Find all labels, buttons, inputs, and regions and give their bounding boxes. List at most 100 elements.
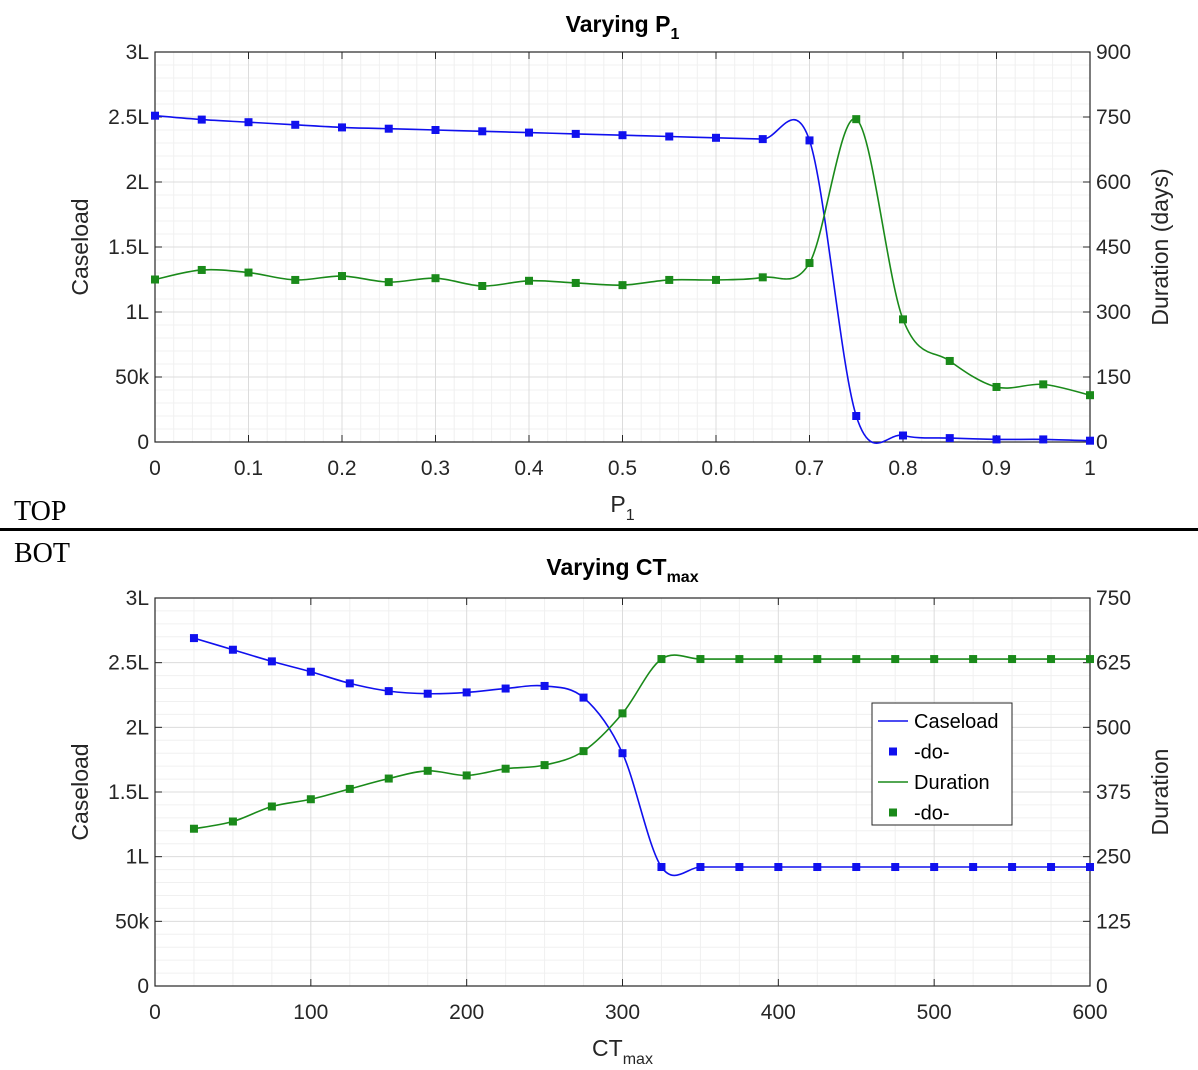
chart-0-y-tick-label-right: 750 <box>1096 106 1131 129</box>
chart-1-legend: Caseload -do- Duration -do- <box>871 702 1013 826</box>
chart-0-x-tick-label: 0.1 <box>234 457 263 480</box>
chart-0-series-caseload-marker <box>384 124 393 133</box>
chart-1-y-tick-label-left: 1L <box>126 846 149 869</box>
chart-1-series-caseload-marker <box>1086 863 1094 872</box>
chart-1-series-caseload-marker <box>618 749 627 758</box>
chart-1-series-duration-marker <box>345 784 354 793</box>
chart-0-series-caseload-marker <box>197 115 206 124</box>
chart-1-legend-marker-swatch <box>889 808 897 817</box>
chart-1-x-tick-label: 200 <box>449 1001 484 1024</box>
chart-1-series-caseload <box>189 634 1094 877</box>
chart-1-series-caseload-marker <box>1008 863 1017 872</box>
panel-tag-top: TOP <box>14 496 67 527</box>
chart-0-x-tick-label: 0.3 <box>421 457 450 480</box>
chart-1-y-tick-label-right: 625 <box>1096 652 1131 675</box>
chart-1-series-duration-marker <box>1086 655 1094 664</box>
chart-0-series-caseload-marker <box>852 412 861 420</box>
chart-1-series-duration-marker <box>501 764 510 773</box>
chart-0-title: Varying P1 <box>566 11 680 43</box>
chart-0-series-duration-marker <box>478 282 487 290</box>
chart-0-x-axis-label: P1 <box>610 491 634 524</box>
chart-1-series-duration-marker <box>930 655 939 664</box>
chart-0-series-duration-marker <box>945 356 954 365</box>
chart-1-series-duration-marker <box>384 774 393 783</box>
chart-0-series-caseload-marker <box>899 431 907 440</box>
chart-1-series-caseload-marker <box>267 657 276 666</box>
chart-0-series-duration-marker <box>1086 391 1094 400</box>
chart-0-series-duration-marker <box>525 276 533 285</box>
chart-0-series-duration-marker <box>899 315 907 324</box>
chart-0-x-tick-label: 0.7 <box>795 457 824 480</box>
chart-1-series-duration-marker <box>540 761 549 770</box>
chart-1-series-caseload-marker <box>657 863 666 872</box>
chart-1-y-tick-label-left: 3L <box>126 587 149 610</box>
chart-1-series-duration-marker <box>852 655 861 664</box>
chart-0-series-duration-line <box>154 118 1091 396</box>
chart-1-x-axis-label: CTmax <box>592 1035 653 1068</box>
chart-1-series-caseload-marker <box>306 667 315 676</box>
chart-0-x-tick-label: 1 <box>1084 457 1096 480</box>
chart-1-legend-box <box>871 702 1013 826</box>
chart-0-series-caseload-marker <box>151 111 159 120</box>
chart-0-series-duration-marker <box>244 268 253 277</box>
chart-0-y-tick-label-left: 2L <box>126 171 149 194</box>
chart-0-y-tick-label-left: 3L <box>126 41 149 64</box>
chart-1-x-tick-label: 600 <box>1072 1001 1107 1024</box>
chart-0-series-caseload-marker <box>525 128 533 137</box>
chart-1-series-duration-marker <box>579 747 588 756</box>
chart-0-series-duration-marker <box>712 275 720 284</box>
chart-0-series-caseload-marker <box>618 131 627 140</box>
chart-1-series-duration-marker <box>969 655 978 664</box>
chart-1-series-duration-marker <box>774 655 783 664</box>
chart-0-y-tick-label-right: 150 <box>1096 366 1131 389</box>
chart-1-y-tick-label-right: 125 <box>1096 910 1131 933</box>
chart-0-x-tick-label: 0.8 <box>888 457 917 480</box>
chart-1-series-caseload-marker <box>423 689 432 698</box>
chart-0-x-tick-label: 0.6 <box>701 457 730 480</box>
chart-0-y-tick-label-left: 1L <box>126 301 149 324</box>
chart-1: 0 100 200 300 400 500 600 0 50k 1L 1.5L 2L 2.5L 3L 0 12… <box>67 554 1173 1068</box>
chart-0-series-duration-marker <box>1039 380 1048 389</box>
chart-1-legend-label: -do- <box>914 742 950 764</box>
chart-0-series-duration-marker <box>992 382 1001 391</box>
chart-1-title-main: Varying CT <box>546 554 666 580</box>
chart-1-y-tick-label-right: 500 <box>1096 716 1131 739</box>
chart-0-y-tick-label-right: 600 <box>1096 171 1131 194</box>
chart-0-series-duration-marker <box>571 278 580 287</box>
chart-1-series-duration-marker <box>306 795 315 804</box>
chart-0-title-subscript: 1 <box>670 26 679 43</box>
chart-1-series-caseload-marker <box>228 645 237 654</box>
chart-0-series-duration-marker <box>618 281 627 290</box>
chart-1-series-caseload-marker <box>189 634 198 643</box>
chart-0-series-caseload-marker <box>244 118 253 127</box>
chart-0-title-main: Varying P <box>566 11 671 37</box>
panel-tag-bottom: BOT <box>14 538 70 569</box>
chart-0-series-duration-marker <box>665 275 674 284</box>
chart-1-series-duration-marker <box>228 817 237 826</box>
chart-0-y-axis-label-right: Duration (days) <box>1147 168 1173 325</box>
chart-0-series-caseload-marker <box>1039 435 1048 444</box>
panel-divider <box>0 528 1198 531</box>
chart-0-y-tick-label-left: 2.5L <box>108 106 149 129</box>
chart-1-series-caseload-marker <box>735 863 744 872</box>
chart-0-y-tick-label-right: 0 <box>1096 431 1108 454</box>
chart-0-x-axis-label-main: P <box>610 491 625 517</box>
chart-0-series-caseload-marker <box>712 133 720 142</box>
chart-0-x-tick-label: 0.5 <box>608 457 637 480</box>
chart-1-series-caseload-marker <box>813 863 822 872</box>
chart-1-series-duration-marker <box>618 709 627 718</box>
chart-0-series-duration-marker <box>338 272 346 281</box>
chart-0-series-duration-marker <box>758 273 767 282</box>
chart-0-series-caseload-marker <box>1086 436 1094 445</box>
chart-1-x-axis-label-main: CT <box>592 1035 623 1061</box>
chart-0-series-duration-marker <box>197 265 206 274</box>
chart-0-series-caseload-marker <box>431 126 440 134</box>
chart-1-series-caseload-marker <box>891 863 900 872</box>
chart-0-series-caseload-marker <box>992 435 1001 444</box>
chart-1-y-tick-label-left: 1.5L <box>108 781 149 804</box>
chart-1-x-tick-label: 300 <box>605 1001 640 1024</box>
chart-1-x-tick-label: 0 <box>149 1001 161 1024</box>
chart-1-x-axis-label-subscript: max <box>623 1051 653 1068</box>
chart-0-series-caseload-marker <box>338 123 346 132</box>
chart-1-series-duration-marker <box>735 655 744 664</box>
